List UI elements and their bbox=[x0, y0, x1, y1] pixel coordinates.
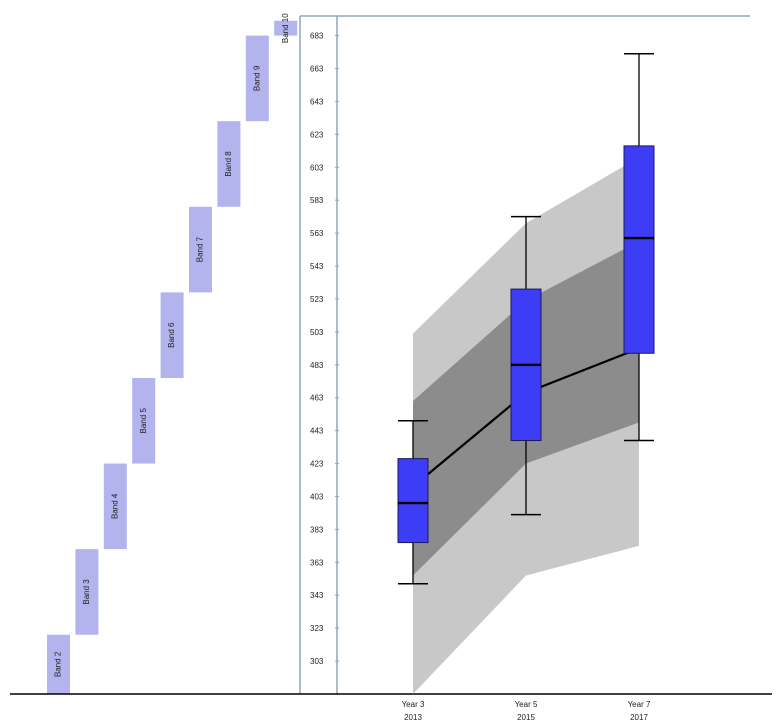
y-tick-label: 563 bbox=[310, 229, 324, 238]
band-strip-label: Band 2 bbox=[54, 651, 63, 677]
y-tick-label: 443 bbox=[310, 427, 324, 436]
y-tick-label: 503 bbox=[310, 328, 324, 337]
band-strip-label: Band 5 bbox=[139, 408, 148, 434]
band-strip-label: Band 9 bbox=[252, 65, 261, 91]
y-tick-label: 543 bbox=[310, 262, 324, 271]
y-tick-label: 583 bbox=[310, 196, 324, 205]
band-strip-label: Band 6 bbox=[167, 322, 176, 348]
y-tick-label: 423 bbox=[310, 460, 324, 469]
band-strip bbox=[47, 634, 70, 694]
y-tick-label: 663 bbox=[310, 65, 324, 74]
y-tick-label: 463 bbox=[310, 394, 324, 403]
boxplot bbox=[397, 420, 429, 585]
y-tick-label: 643 bbox=[310, 97, 324, 106]
band-strip bbox=[103, 463, 127, 550]
boxplot bbox=[510, 215, 542, 516]
band-strip bbox=[245, 35, 269, 122]
x-tick-year: 2015 bbox=[517, 713, 535, 722]
x-tick-label: Year 7 bbox=[628, 700, 651, 709]
boxplot bbox=[623, 52, 655, 442]
y-tick-label: 343 bbox=[310, 591, 324, 600]
band-strip bbox=[217, 121, 241, 207]
boxplot-layer bbox=[397, 52, 655, 585]
y-tick-label: 363 bbox=[310, 558, 324, 567]
box bbox=[397, 458, 429, 544]
x-axis-labels: Year 3 2013 Year 5 2015 Year 7 2017 bbox=[402, 700, 651, 722]
y-tick-label: 603 bbox=[310, 163, 324, 172]
y-tick-label: 323 bbox=[310, 624, 324, 633]
band-strip bbox=[160, 292, 184, 378]
band-strip-label: Band 7 bbox=[196, 236, 205, 262]
band-strip-label: Band 10 bbox=[281, 13, 290, 43]
band-strip bbox=[132, 377, 156, 464]
box bbox=[623, 145, 655, 354]
x-tick-year: 2013 bbox=[404, 713, 422, 722]
plot-frame bbox=[10, 15, 772, 695]
y-tick-label: 623 bbox=[310, 130, 324, 139]
naplan-bands-layer: Band 2 Band 3 Band 4 Band 5 Band 6 Band 7 Band… bbox=[47, 13, 298, 694]
band-strip-label: Band 3 bbox=[82, 579, 91, 605]
band-strip bbox=[189, 206, 212, 293]
y-tick-label: 403 bbox=[310, 492, 324, 501]
band-strip-label: Band 8 bbox=[224, 151, 233, 177]
y-axis-ticks: 303 323 343 363 383 403 423 443 463 483 503 523 543 5… bbox=[310, 32, 339, 666]
x-tick-label: Year 5 bbox=[515, 700, 538, 709]
x-tick-label: Year 3 bbox=[402, 700, 425, 709]
y-tick-label: 383 bbox=[310, 525, 324, 534]
y-tick-label: 303 bbox=[310, 657, 324, 666]
band-strip-label: Band 4 bbox=[110, 493, 119, 519]
y-tick-label: 683 bbox=[310, 32, 324, 41]
band-strip bbox=[274, 20, 298, 36]
y-tick-label: 523 bbox=[310, 295, 324, 304]
y-tick-label: 483 bbox=[310, 361, 324, 370]
band-strip bbox=[75, 549, 99, 635]
x-tick-year: 2017 bbox=[630, 713, 648, 722]
